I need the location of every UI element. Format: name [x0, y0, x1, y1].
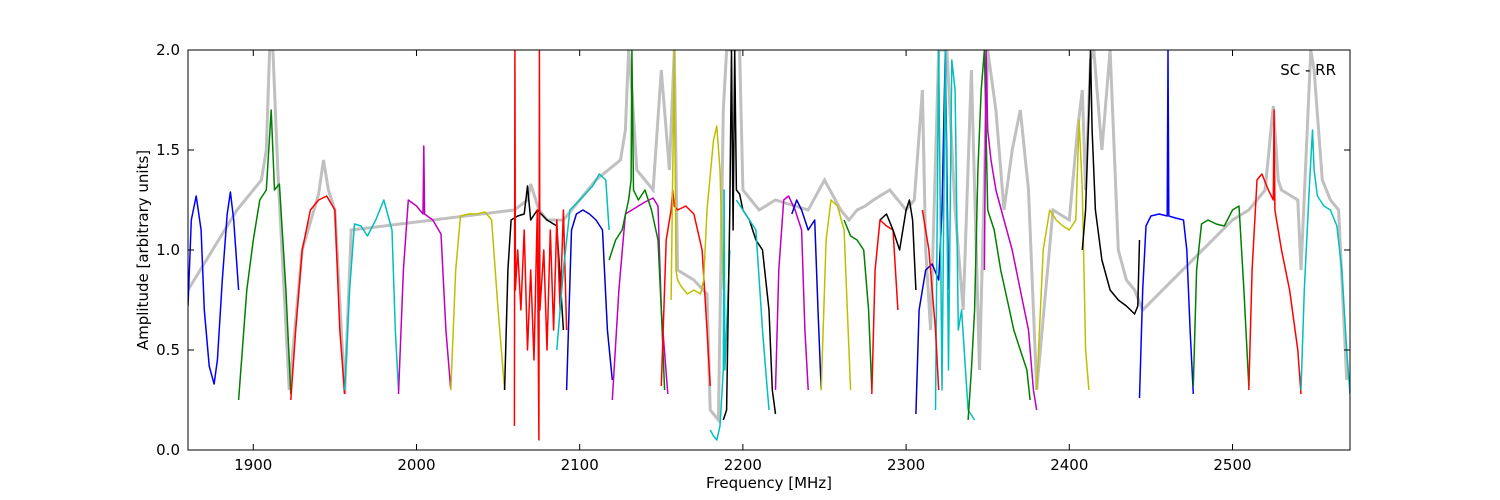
plot-area — [188, 50, 1350, 450]
x-tick-label: 1900 — [234, 456, 272, 474]
series-line-22 — [871, 219, 899, 395]
series-line-2 — [237, 109, 292, 401]
series-line-1 — [188, 191, 240, 385]
y-tick-label: 0.5 — [156, 341, 180, 359]
series-line-6 — [450, 211, 506, 391]
series-line-31 — [1138, 50, 1195, 399]
series-line-3 — [290, 195, 346, 401]
series-line-30 — [1081, 50, 1141, 315]
background-series-line — [188, 50, 1349, 425]
x-tick-label: 2100 — [561, 456, 599, 474]
series-line-28 — [983, 50, 1038, 411]
y-tick-label: 0.0 — [156, 441, 180, 459]
series-line-19 — [791, 199, 822, 391]
series-line-8 — [513, 50, 568, 441]
series-line-16 — [722, 50, 777, 421]
series-line-11 — [611, 197, 669, 401]
annotation-label: SC - RR — [1280, 61, 1336, 79]
background-series-layer — [188, 50, 1349, 425]
series-line-26 — [921, 209, 940, 391]
series-line-21 — [843, 219, 873, 391]
series-line-33 — [1248, 109, 1302, 395]
series-line-18 — [774, 195, 809, 391]
series-line-14 — [670, 50, 725, 301]
series-line-25 — [934, 50, 976, 421]
series-line-34 — [1300, 129, 1350, 395]
series-line-32 — [1192, 205, 1250, 387]
y-axis-ticks: 0.0 0.5 1.0 1.5 2.0 — [156, 41, 1350, 459]
series-line-10 — [556, 173, 610, 351]
series-line-17 — [735, 199, 770, 411]
series-line-23 — [879, 199, 917, 291]
x-tick-label: 2200 — [724, 456, 762, 474]
series-line-9 — [565, 209, 614, 391]
series-line-20 — [820, 199, 852, 391]
x-tick-label: 2300 — [887, 456, 925, 474]
series-line-15 — [709, 189, 731, 441]
x-tick-label: 2400 — [1050, 456, 1088, 474]
series-layer — [188, 50, 1350, 441]
y-tick-label: 1.5 — [156, 141, 180, 159]
series-line-4 — [343, 199, 400, 391]
x-tick-label: 2000 — [397, 456, 435, 474]
x-tick-label: 2500 — [1213, 456, 1251, 474]
y-axis-label: Amplitude [arbitrary units] — [134, 150, 152, 350]
series-line-27 — [967, 50, 1031, 421]
x-axis-label: Frequency [MHz] — [706, 474, 832, 492]
series-line-5 — [397, 145, 452, 395]
y-tick-label: 2.0 — [156, 41, 180, 59]
y-tick-label: 1.0 — [156, 241, 180, 259]
x-axis-ticks: 1900 2000 2100 2200 2300 2400 2500 — [234, 50, 1252, 474]
series-line-7 — [503, 185, 565, 391]
series-line-12 — [608, 50, 666, 391]
